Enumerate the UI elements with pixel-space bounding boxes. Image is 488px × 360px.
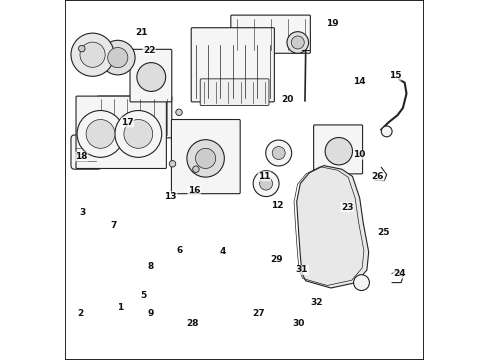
Text: 28: 28 bbox=[185, 320, 198, 329]
Circle shape bbox=[101, 40, 135, 75]
Circle shape bbox=[80, 42, 105, 67]
Text: 23: 23 bbox=[340, 202, 353, 211]
Polygon shape bbox=[296, 166, 368, 288]
Circle shape bbox=[71, 33, 114, 76]
Circle shape bbox=[115, 111, 162, 157]
Text: 19: 19 bbox=[325, 19, 338, 28]
Text: 31: 31 bbox=[295, 266, 308, 275]
FancyBboxPatch shape bbox=[200, 79, 268, 105]
Circle shape bbox=[195, 148, 215, 168]
Text: 32: 32 bbox=[309, 298, 322, 307]
Text: 24: 24 bbox=[392, 269, 405, 278]
Circle shape bbox=[77, 111, 123, 157]
Text: 17: 17 bbox=[121, 118, 134, 127]
Circle shape bbox=[79, 45, 85, 52]
FancyBboxPatch shape bbox=[313, 125, 362, 174]
FancyBboxPatch shape bbox=[230, 15, 310, 53]
Circle shape bbox=[107, 48, 127, 68]
Text: 21: 21 bbox=[135, 28, 148, 37]
Circle shape bbox=[381, 126, 391, 137]
FancyBboxPatch shape bbox=[71, 135, 102, 169]
Text: 12: 12 bbox=[270, 201, 283, 210]
Circle shape bbox=[325, 138, 352, 165]
Text: 29: 29 bbox=[270, 255, 283, 264]
Circle shape bbox=[123, 120, 152, 148]
FancyBboxPatch shape bbox=[130, 49, 171, 102]
Text: 13: 13 bbox=[164, 192, 177, 201]
Text: 8: 8 bbox=[147, 262, 154, 271]
Text: 22: 22 bbox=[142, 46, 155, 55]
Text: 11: 11 bbox=[258, 172, 270, 181]
Circle shape bbox=[175, 109, 182, 116]
Circle shape bbox=[286, 32, 308, 53]
Text: 16: 16 bbox=[187, 186, 200, 195]
Text: 5: 5 bbox=[140, 291, 146, 300]
Circle shape bbox=[137, 63, 165, 91]
Text: 30: 30 bbox=[292, 320, 304, 329]
Circle shape bbox=[259, 177, 272, 190]
Text: 26: 26 bbox=[371, 172, 383, 181]
Circle shape bbox=[265, 140, 291, 166]
FancyBboxPatch shape bbox=[171, 120, 240, 194]
Text: 3: 3 bbox=[79, 208, 85, 217]
Circle shape bbox=[169, 161, 175, 167]
Text: 2: 2 bbox=[78, 309, 83, 318]
Circle shape bbox=[186, 140, 224, 177]
Circle shape bbox=[353, 275, 368, 291]
Text: 9: 9 bbox=[147, 309, 154, 318]
FancyBboxPatch shape bbox=[191, 28, 274, 102]
Text: 1: 1 bbox=[117, 303, 123, 312]
Text: 6: 6 bbox=[176, 246, 183, 255]
FancyBboxPatch shape bbox=[98, 96, 171, 138]
FancyBboxPatch shape bbox=[76, 96, 166, 168]
Text: 14: 14 bbox=[353, 77, 365, 86]
Circle shape bbox=[192, 166, 199, 172]
Text: 20: 20 bbox=[281, 95, 293, 104]
Text: 25: 25 bbox=[376, 228, 388, 237]
Circle shape bbox=[272, 147, 285, 159]
Circle shape bbox=[86, 120, 115, 148]
Text: 10: 10 bbox=[353, 150, 365, 159]
Text: 18: 18 bbox=[75, 152, 88, 161]
Circle shape bbox=[291, 36, 304, 49]
Circle shape bbox=[253, 171, 279, 197]
Text: 4: 4 bbox=[219, 248, 225, 256]
Text: 7: 7 bbox=[110, 220, 116, 230]
Text: 15: 15 bbox=[388, 71, 401, 80]
Text: 27: 27 bbox=[252, 309, 264, 318]
